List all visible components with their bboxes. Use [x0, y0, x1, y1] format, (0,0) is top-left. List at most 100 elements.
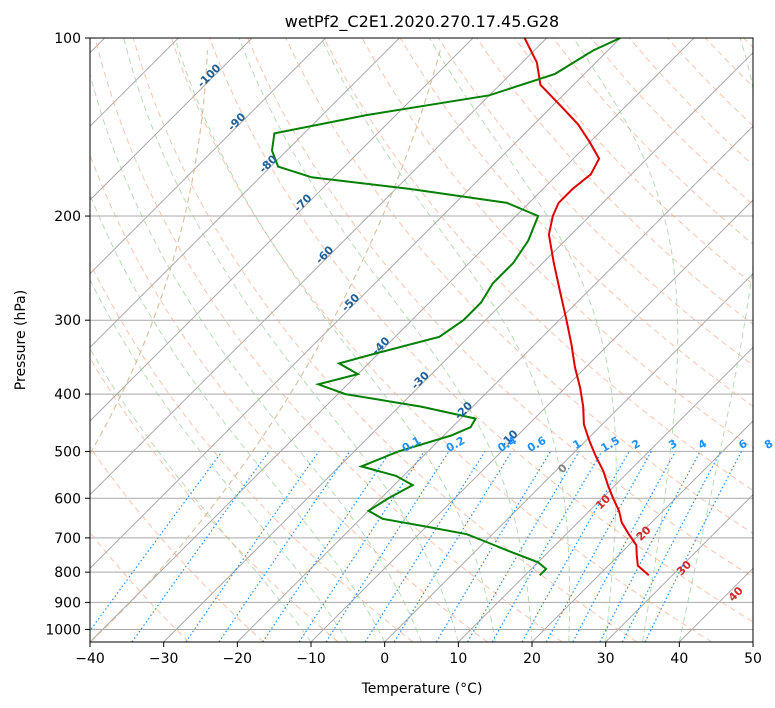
- isotherm-label: -90: [225, 110, 248, 133]
- temperature-label: 40: [726, 584, 746, 604]
- isotherm-line: [90, 38, 253, 201]
- moist-adiabat: [428, 38, 617, 642]
- isotherm-line: [90, 38, 327, 275]
- moist-adiabat: [90, 278, 349, 642]
- moist-adiabat: [123, 38, 459, 642]
- dry-adiabat: [514, 38, 753, 285]
- dry-adiabat: [90, 357, 339, 642]
- dry-adiabat: [285, 38, 753, 535]
- y-tick-label: 600: [54, 491, 81, 507]
- isotherm-line: [90, 38, 474, 422]
- dry-adiabat: [209, 38, 753, 623]
- isotherm-line: [90, 38, 548, 496]
- plot-area: -100-90-80-70-60-50-40-30-20-100.1 0.2 0.4…: [45, 31, 775, 667]
- mixing-ratio-line: [435, 451, 552, 642]
- mixing-ratio-line: [621, 451, 722, 642]
- isotherm-line: [236, 125, 753, 642]
- x-tick-label: 50: [744, 651, 762, 667]
- dry-adiabat: [743, 38, 753, 49]
- moist-adiabat: [90, 193, 386, 642]
- mixing-ratio-label: 4: [696, 437, 709, 452]
- isotherm-line: [163, 51, 753, 642]
- temperature-line: [523, 38, 650, 577]
- y-tick-label: 100: [54, 31, 81, 47]
- isotherm-line: [678, 567, 753, 642]
- mixing-ratio-line: [185, 451, 320, 642]
- dry-adiabat: [590, 38, 753, 206]
- x-tick-label: 30: [597, 651, 615, 667]
- moist-adiabat: [238, 38, 533, 642]
- dry-adiabat: [552, 38, 753, 245]
- dry-adiabat: [476, 38, 753, 326]
- y-tick-label: 300: [54, 313, 81, 329]
- isotherm-label: -80: [257, 152, 280, 175]
- moist-adiabat: [90, 72, 422, 642]
- mixing-ratio-line: [298, 451, 425, 642]
- mixing-ratio-line: [90, 451, 223, 632]
- mixing-ratio-line: [262, 451, 391, 642]
- dry-adiabat: [90, 153, 488, 642]
- isotherm-line: [90, 38, 400, 349]
- y-tick-label: 900: [54, 595, 81, 611]
- mixing-ratio-line: [325, 451, 450, 642]
- moist-adiabat: [678, 38, 753, 642]
- isotherm-label: -30: [409, 369, 432, 392]
- mixing-ratio-label: 8: [762, 437, 775, 452]
- y-axis-label: Pressure (hPa): [13, 290, 29, 390]
- dry-adiabat: [247, 38, 753, 578]
- mixing-ratio-line: [572, 451, 677, 642]
- mixing-ratio-line: [545, 451, 652, 642]
- isotherm-line: [90, 38, 621, 570]
- mixing-ratio-line: [393, 451, 513, 642]
- axes-frame: [89, 37, 754, 643]
- y-tick-label: 700: [54, 531, 81, 547]
- moist-adiabat: [320, 38, 571, 642]
- mixing-ratio-line: [466, 451, 580, 642]
- isotherm-label: -50: [339, 291, 362, 314]
- mixing-ratio-line: [364, 451, 486, 642]
- dry-adiabat: [705, 38, 753, 88]
- y-tick-label: 400: [54, 387, 81, 403]
- theta-e-curve: [90, 49, 441, 642]
- isotherm-line: [605, 493, 753, 642]
- y-tick-label: 800: [54, 565, 81, 581]
- x-tick-label: −20: [223, 651, 253, 667]
- x-tick-label: 10: [449, 651, 467, 667]
- mixing-ratio-line: [644, 451, 743, 642]
- mixing-ratio-line: [521, 451, 630, 642]
- x-tick-label: −40: [75, 651, 105, 667]
- dry-adiabat: [323, 38, 753, 492]
- dry-adiabat: [132, 38, 638, 642]
- x-axis-label: Temperature (°C): [361, 681, 483, 697]
- x-tick-label: −10: [296, 651, 326, 667]
- dry-adiabat: [90, 446, 264, 642]
- x-tick-label: 40: [670, 651, 688, 667]
- isotherm-line: [457, 346, 753, 642]
- chart-title: wetPf2_C2E1.2020.270.17.45.G28: [285, 12, 559, 32]
- mixing-ratio-line: [599, 451, 701, 642]
- temperature-label: 20: [634, 523, 654, 543]
- isotherm-line: [752, 641, 753, 642]
- x-tick-label: 20: [523, 651, 541, 667]
- moist-adiabat: [572, 38, 679, 642]
- plot-lines: [90, 38, 753, 642]
- dry-adiabat: [667, 38, 753, 127]
- mixing-ratio-line: [218, 451, 351, 642]
- mixing-ratio-label: 2: [630, 437, 643, 452]
- dewpoint-line: [270, 38, 621, 577]
- mixing-ratio-label: 3: [666, 437, 679, 452]
- temperature-label: 30: [674, 558, 694, 578]
- y-tick-label: 200: [54, 209, 81, 225]
- x-tick-label: −30: [149, 651, 179, 667]
- dry-adiabat: [94, 38, 563, 642]
- dry-adiabat: [437, 38, 753, 366]
- dry-adiabat: [90, 261, 414, 642]
- isotherm-line: [90, 38, 695, 642]
- isotherm-label: -100: [195, 61, 224, 90]
- x-tick-label: 0: [380, 651, 389, 667]
- y-tick-label: 1000: [45, 622, 81, 638]
- mixing-ratio-line: [131, 451, 270, 642]
- isotherm-label: -70: [291, 191, 314, 214]
- moist-adiabat: [174, 38, 496, 642]
